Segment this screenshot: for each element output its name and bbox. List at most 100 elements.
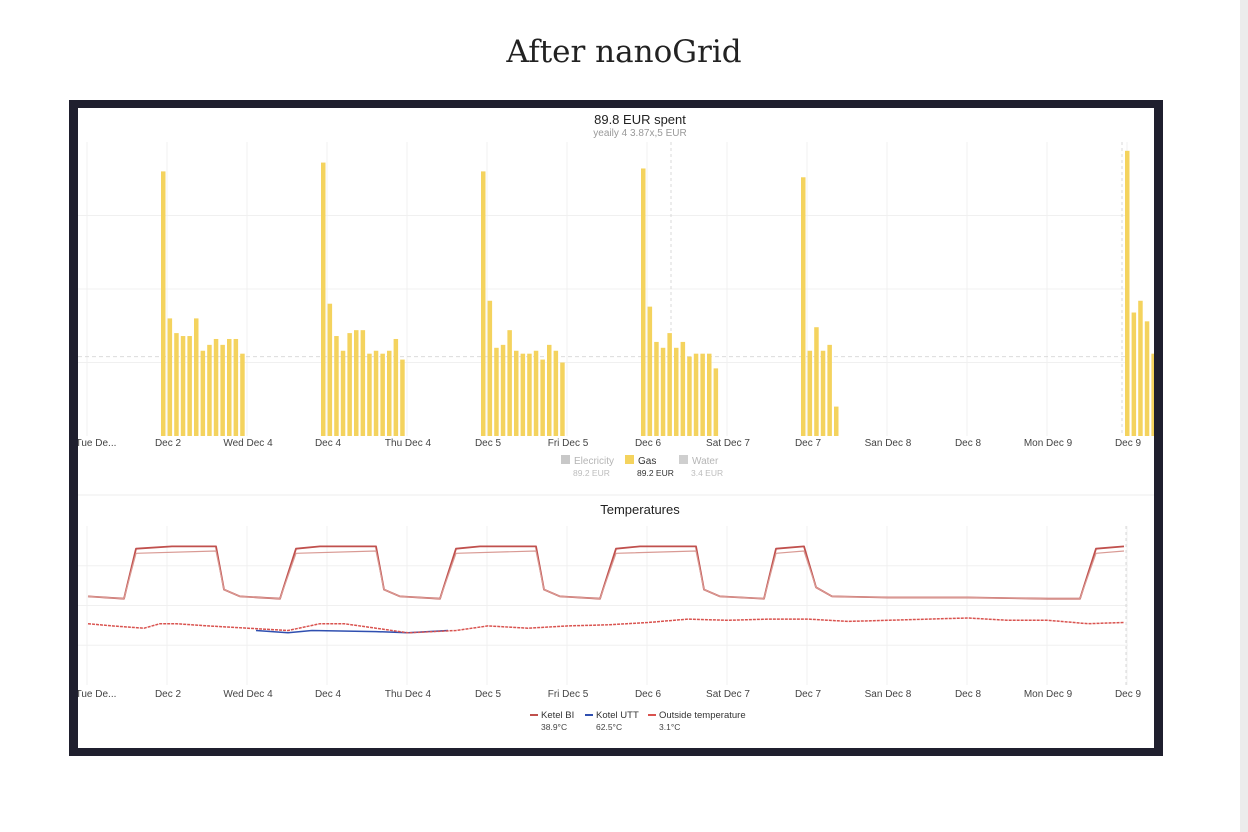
gas-bar[interactable] bbox=[514, 350, 519, 436]
gas-bar[interactable] bbox=[674, 347, 679, 436]
gas-bar[interactable] bbox=[520, 353, 526, 436]
gas-bar[interactable] bbox=[227, 338, 232, 436]
gas-bar[interactable] bbox=[641, 168, 646, 436]
temperature-x-tick-label: Dec 6 bbox=[635, 689, 662, 700]
gas-bar[interactable] bbox=[387, 350, 392, 436]
gas-bar[interactable] bbox=[660, 347, 666, 436]
gas-bar[interactable] bbox=[553, 350, 559, 436]
legend-value-elecricity: 89.2 EUR bbox=[573, 468, 610, 478]
gas-bar[interactable] bbox=[1138, 300, 1143, 436]
temperature-legend-label[interactable]: Outside temperature bbox=[659, 710, 746, 721]
gas-bar[interactable] bbox=[827, 344, 832, 436]
gas-bar[interactable] bbox=[700, 353, 705, 436]
energy-x-tick-label: Tue De... bbox=[78, 438, 116, 449]
gas-bar[interactable] bbox=[814, 327, 819, 436]
gas-bar[interactable] bbox=[161, 171, 166, 436]
legend-label-water[interactable]: Water bbox=[692, 456, 719, 467]
gas-bar[interactable] bbox=[801, 177, 806, 436]
gas-bar[interactable] bbox=[487, 300, 493, 436]
temperature-x-tick-label: Dec 7 bbox=[795, 689, 822, 700]
gas-bar[interactable] bbox=[373, 350, 379, 436]
gas-bar[interactable] bbox=[367, 353, 372, 436]
gas-bar[interactable] bbox=[393, 338, 399, 436]
temperature-legend-label[interactable]: Ketel BI bbox=[541, 710, 574, 721]
gas-bar[interactable] bbox=[1131, 312, 1137, 436]
gas-bar[interactable] bbox=[200, 350, 206, 436]
energy-x-tick-label: Dec 2 bbox=[155, 438, 182, 449]
energy-x-tick-label: Sat Dec 7 bbox=[706, 438, 750, 449]
gas-bar[interactable] bbox=[180, 336, 186, 436]
gas-bar[interactable] bbox=[400, 359, 405, 436]
gas-bar[interactable] bbox=[507, 330, 512, 436]
gas-bar[interactable] bbox=[207, 344, 212, 436]
gas-bar[interactable] bbox=[560, 362, 565, 437]
energy-chart-title: 89.8 EUR spent bbox=[594, 112, 686, 127]
gas-bar[interactable] bbox=[540, 359, 545, 436]
gas-bar[interactable] bbox=[167, 318, 173, 436]
gas-bar[interactable] bbox=[380, 353, 385, 436]
gas-bar[interactable] bbox=[680, 341, 686, 436]
gas-bar[interactable] bbox=[340, 350, 346, 436]
gas-bar[interactable] bbox=[654, 341, 659, 436]
legend-swatch-gas[interactable] bbox=[625, 455, 634, 464]
gas-bar[interactable] bbox=[693, 353, 699, 436]
gas-bar[interactable] bbox=[500, 344, 506, 436]
gas-bar[interactable] bbox=[187, 336, 192, 436]
temperature-x-tick-label: Mon Dec 9 bbox=[1024, 689, 1073, 700]
temperature-x-tick-label: Dec 2 bbox=[155, 689, 182, 700]
temperature-legend-value: 38.9°C bbox=[541, 722, 567, 732]
temperature-chart-title: Temperatures bbox=[600, 502, 680, 517]
gas-bar[interactable] bbox=[194, 318, 199, 436]
energy-x-tick-label: Dec 7 bbox=[795, 438, 822, 449]
temperature-x-tick-label: Tue De... bbox=[78, 689, 116, 700]
gas-bar[interactable] bbox=[233, 338, 239, 436]
gas-bar[interactable] bbox=[687, 356, 692, 436]
gas-bar[interactable] bbox=[647, 306, 653, 436]
temperature-x-tick-label: Sat Dec 7 bbox=[706, 689, 750, 700]
gas-bar[interactable] bbox=[807, 350, 813, 436]
gas-bar[interactable] bbox=[707, 353, 712, 436]
legend-label-elecricity[interactable]: Elecricity bbox=[574, 456, 614, 467]
energy-x-tick-label: Thu Dec 4 bbox=[385, 438, 432, 449]
dashboard-inner: 89.8 EUR spent yeaily 4 3.87x,5 EUR Tue De… bbox=[78, 108, 1154, 748]
gas-bar[interactable] bbox=[1125, 150, 1130, 436]
gas-bar[interactable] bbox=[667, 333, 672, 436]
gas-bar[interactable] bbox=[547, 344, 552, 436]
legend-swatch-water[interactable] bbox=[679, 455, 688, 464]
gas-bar[interactable] bbox=[713, 368, 719, 436]
gas-bar[interactable] bbox=[327, 303, 333, 436]
gas-bar[interactable] bbox=[347, 333, 352, 436]
gas-bar[interactable] bbox=[334, 336, 339, 436]
gas-bar[interactable] bbox=[494, 347, 499, 436]
gas-bar[interactable] bbox=[834, 406, 839, 436]
gas-bar[interactable] bbox=[1151, 353, 1154, 436]
gas-bar[interactable] bbox=[174, 333, 179, 436]
gas-bar[interactable] bbox=[533, 350, 539, 436]
gas-bar[interactable] bbox=[213, 338, 219, 436]
legend-swatch-elecricity[interactable] bbox=[561, 455, 570, 464]
gas-bar[interactable] bbox=[240, 353, 245, 436]
page-scrollbar[interactable] bbox=[1240, 0, 1248, 832]
gas-bar[interactable] bbox=[481, 171, 486, 436]
gas-bar[interactable] bbox=[527, 353, 532, 436]
ketel-bi-line[interactable] bbox=[87, 545, 1125, 600]
gas-bar[interactable] bbox=[220, 344, 225, 436]
legend-value-gas: 89.2 EUR bbox=[637, 468, 674, 478]
temperature-chart: Temperatures Tue De... Dec 2 Wed Dec 4 Dec 4… bbox=[78, 502, 1141, 732]
gas-bar[interactable] bbox=[1144, 321, 1150, 436]
energy-x-tick-label: Mon Dec 9 bbox=[1024, 438, 1073, 449]
page-title: After nanoGrid bbox=[506, 34, 742, 70]
ketel-bi-setpoint-line[interactable] bbox=[87, 550, 1125, 600]
temperature-x-tick-label: Dec 5 bbox=[475, 689, 502, 700]
gas-bar[interactable] bbox=[354, 330, 359, 436]
temperature-x-tick-label: Thu Dec 4 bbox=[385, 689, 432, 700]
legend-label-gas[interactable]: Gas bbox=[638, 456, 656, 467]
temperature-legend-label[interactable]: Kotel UTT bbox=[596, 710, 639, 721]
gas-bar[interactable] bbox=[820, 350, 826, 436]
gas-bar[interactable] bbox=[360, 330, 366, 436]
gas-bar[interactable] bbox=[321, 162, 326, 436]
energy-x-tick-label: Wed Dec 4 bbox=[223, 438, 273, 449]
energy-x-tick-label: Dec 9 bbox=[1115, 438, 1142, 449]
outside-temperature-line[interactable] bbox=[87, 617, 1125, 634]
